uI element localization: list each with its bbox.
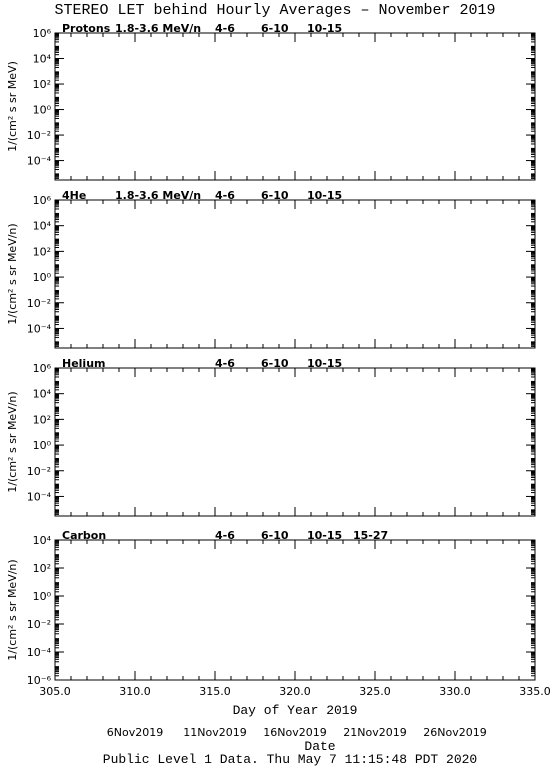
y-tick-label: 10⁻² — [27, 129, 51, 142]
legend-entry: 4-6 — [215, 529, 235, 542]
x-tick-label: 330.0 — [439, 685, 471, 698]
y-tick-label: 10⁶ — [33, 194, 52, 207]
y-tick-label: 10⁻⁴ — [27, 646, 52, 659]
panel-sublabel: 1.8-3.6 MeV/n — [115, 22, 201, 35]
date-axis-label: Date — [304, 739, 335, 754]
y-tick-label: 10⁰ — [33, 104, 52, 117]
legend-entry: 10-15 — [307, 189, 342, 202]
date-tick-label: 11Nov2019 — [183, 726, 246, 739]
legend-entry: 4-6 — [215, 22, 235, 35]
date-tick-label: 21Nov2019 — [343, 726, 406, 739]
y-tick-label: 10⁻⁴ — [27, 155, 52, 168]
date-tick-label: 16Nov2019 — [263, 726, 326, 739]
panel-label: Protons — [62, 22, 111, 35]
y-tick-label: 10⁶ — [33, 27, 52, 40]
y-tick-label: 10⁶ — [33, 362, 52, 375]
x-tick-label: 320.0 — [279, 685, 311, 698]
legend-entry: 6-10 — [261, 357, 289, 370]
x-tick-label: 325.0 — [359, 685, 391, 698]
y-tick-label: 10⁴ — [33, 220, 52, 233]
y-axis-label: 1/(cm² s sr MeV/n) — [6, 391, 19, 492]
page-title: STEREO LET behind Hourly Averages – Nove… — [54, 2, 495, 19]
legend-entry: 15-27 — [353, 529, 388, 542]
footer: Public Level 1 Data. Thu May 7 11:15:48 … — [103, 752, 477, 767]
y-tick-label: 10² — [33, 413, 51, 426]
panel-sublabel: 1.8-3.6 MeV/n — [115, 189, 201, 202]
plot-frame — [54, 199, 536, 349]
legend-entry: 6-10 — [261, 22, 289, 35]
legend-entry: 6-10 — [261, 189, 289, 202]
panel-label: Helium — [62, 357, 106, 370]
y-tick-label: 10⁰ — [33, 439, 52, 452]
y-tick-label: 10⁴ — [33, 53, 52, 66]
y-tick-label: 10⁻⁶ — [27, 674, 52, 687]
y-tick-label: 10⁻² — [27, 297, 51, 310]
panel-label: 4He — [62, 189, 86, 202]
y-tick-label: 10⁻² — [27, 465, 51, 478]
y-axis-label: 1/(cm² s sr MeV) — [6, 61, 19, 152]
legend-entry: 10-15 — [307, 529, 342, 542]
y-axis-label: 1/(cm² s sr MeV/n) — [6, 559, 19, 660]
y-tick-label: 10⁰ — [33, 590, 52, 603]
date-tick-label: 26Nov2019 — [423, 726, 486, 739]
x-tick-label: 305.0 — [39, 685, 71, 698]
x-tick-label: 310.0 — [119, 685, 151, 698]
x-axis-label: Day of Year 2019 — [233, 703, 358, 718]
y-tick-label: 10⁻⁴ — [27, 322, 52, 335]
y-tick-label: 10⁻⁴ — [27, 490, 52, 503]
legend-entry: 6-10 — [261, 529, 289, 542]
y-tick-label: 10² — [33, 245, 51, 258]
x-tick-label: 315.0 — [199, 685, 231, 698]
legend-entry: 4-6 — [215, 357, 235, 370]
plot-frame — [54, 32, 536, 181]
plot-frame — [54, 367, 536, 517]
y-tick-label: 10² — [33, 562, 51, 575]
y-tick-label: 10⁻² — [27, 618, 51, 631]
y-tick-label: 10⁴ — [33, 388, 52, 401]
date-tick-label: 6Nov2019 — [107, 726, 163, 739]
x-tick-label: 335.0 — [519, 685, 550, 698]
legend-entry: 10-15 — [307, 22, 342, 35]
legend-entry: 4-6 — [215, 189, 235, 202]
y-tick-label: 10² — [33, 78, 51, 91]
legend-entry: 10-15 — [307, 357, 342, 370]
y-axis-label: 1/(cm² s sr MeV/n) — [6, 223, 19, 324]
y-tick-label: 10⁰ — [33, 271, 52, 284]
panel-label: Carbon — [62, 529, 106, 542]
y-tick-label: 10⁴ — [33, 534, 52, 547]
plot-frame — [54, 539, 536, 681]
